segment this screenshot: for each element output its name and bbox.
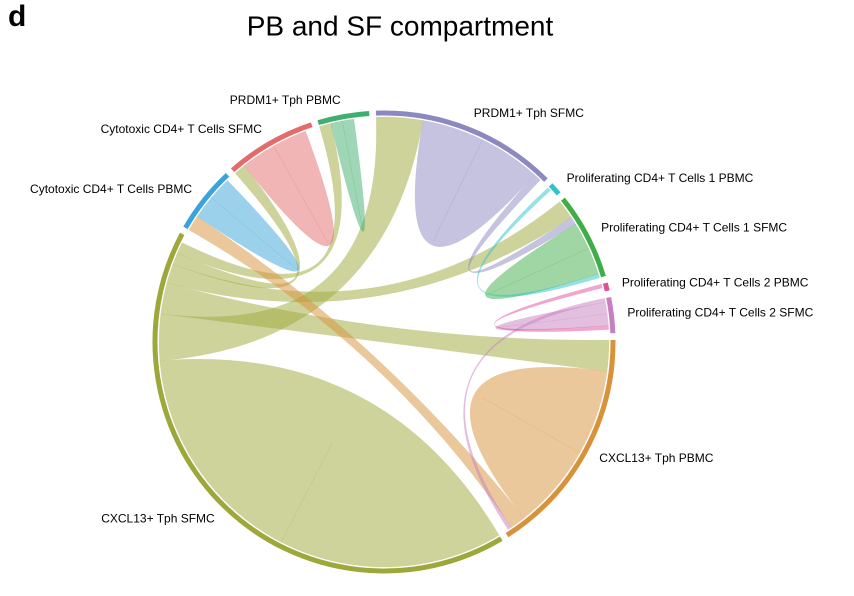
segment-arc <box>183 172 230 230</box>
segment-arc <box>606 297 616 334</box>
chord-ribbon <box>159 358 500 568</box>
chord-ribbon <box>330 118 365 232</box>
chart-title: PB and SF compartment <box>247 10 554 41</box>
chord-ribbon <box>414 120 535 247</box>
segment-arc <box>548 183 561 196</box>
chord-ribbon <box>469 366 608 519</box>
chord-ribbon <box>468 174 576 273</box>
chord-ribbon <box>494 283 609 332</box>
links <box>158 116 610 568</box>
segment-label: PRDM1+ Tph SFMC <box>474 106 584 120</box>
segment-label: Cytotoxic CD4+ T Cells SFMC <box>101 122 263 136</box>
segment-arc <box>505 339 616 538</box>
chord-ribbon <box>176 123 342 280</box>
panel-label: d <box>8 0 26 33</box>
segment-label: Proliferating CD4+ T Cells 2 PBMC <box>622 275 809 289</box>
segment-label: Cytotoxic CD4+ T Cells PBMC <box>30 182 192 196</box>
segment-label: CXCL13+ Tph SFMC <box>101 511 215 525</box>
segment-arc <box>230 122 313 173</box>
segment-label: PRDM1+ Tph PBMC <box>230 93 341 107</box>
segment-arc <box>152 232 503 574</box>
segment-label: CXCL13+ Tph PBMC <box>599 451 713 465</box>
segment-arc <box>375 110 548 182</box>
segment-arc <box>602 282 610 292</box>
segment-label: Proliferating CD4+ T Cells 1 SFMC <box>601 221 787 235</box>
chord-ribbon <box>495 301 609 331</box>
chord-ribbon <box>196 180 300 272</box>
segment-label: Proliferating CD4+ T Cells 2 SFMC <box>627 306 813 320</box>
segment-arc <box>561 197 606 278</box>
chord-ribbon <box>243 130 334 247</box>
segment-label: Proliferating CD4+ T Cells 1 PBMC <box>567 171 754 185</box>
chord-ribbon <box>485 223 599 300</box>
chord-ribbon <box>476 187 600 297</box>
segment-arc <box>317 110 370 126</box>
